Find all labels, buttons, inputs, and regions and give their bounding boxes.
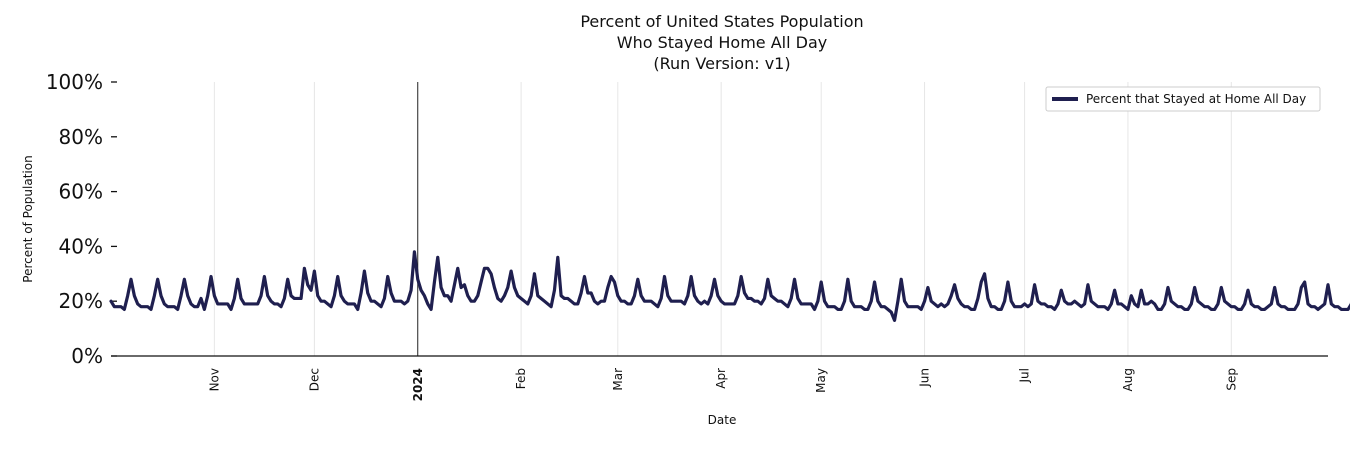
- series-group: [109, 250, 1350, 322]
- x-tick-label: Mar: [611, 368, 625, 391]
- chart-title: Percent of United States Population Who …: [580, 12, 863, 73]
- x-tick-label: Jul: [1018, 368, 1032, 383]
- y-axis: 0% 20% 40% 60% 80% 100%: [46, 70, 117, 368]
- x-axis-label: Date: [708, 413, 737, 427]
- x-axis: Nov Dec 2024 Feb Mar Apr May Jun Jul Aug Sep: [111, 355, 1328, 401]
- chart-title-line-3: (Run Version: v1): [653, 54, 790, 73]
- y-tick-label: 0%: [71, 344, 103, 368]
- x-tick-label: Feb: [514, 368, 528, 389]
- y-axis-label: Percent of Population: [21, 155, 35, 282]
- x-tick-label: Sep: [1224, 368, 1238, 391]
- chart-title-line-1: Percent of United States Population: [580, 12, 863, 31]
- y-tick-label: 80%: [59, 125, 103, 149]
- x-tick-label: 2024: [411, 368, 425, 401]
- x-tick-label: May: [814, 368, 828, 393]
- legend-label: Percent that Stayed at Home All Day: [1086, 92, 1306, 106]
- grid-lines: [213, 82, 1232, 356]
- x-tick-label: Aug: [1121, 368, 1135, 391]
- y-tick-label: 20%: [59, 289, 103, 313]
- x-tick-label: Apr: [714, 368, 728, 389]
- y-tick-label: 60%: [59, 180, 103, 204]
- y-tick-label: 100%: [46, 70, 103, 94]
- x-tick-label: Nov: [207, 368, 221, 391]
- chart-title-line-2: Who Stayed Home All Day: [617, 33, 827, 52]
- legend: Percent that Stayed at Home All Day: [1045, 86, 1321, 112]
- legend-box: [1045, 86, 1321, 112]
- y-tick-label: 40%: [59, 234, 103, 258]
- x-tick-label: Jun: [918, 368, 932, 388]
- series-line-0: [109, 250, 1350, 322]
- x-tick-label: Dec: [307, 368, 321, 391]
